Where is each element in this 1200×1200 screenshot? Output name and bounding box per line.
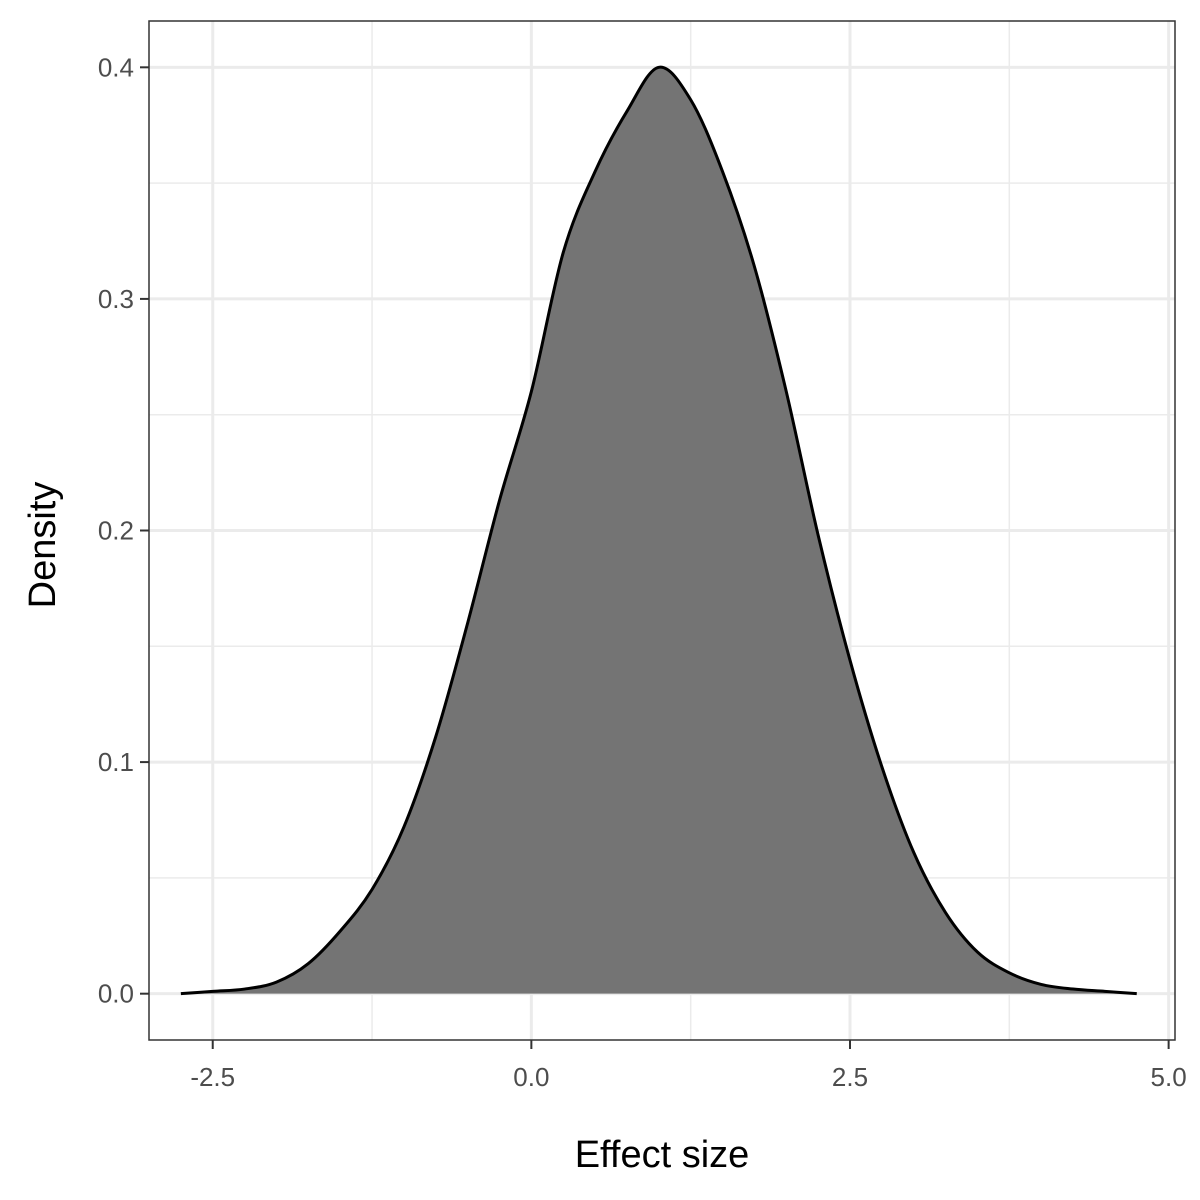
x-tick-label: 0.0 xyxy=(513,1062,549,1092)
y-tick-label: 0.4 xyxy=(98,52,134,82)
y-tick-label: 0.1 xyxy=(98,747,134,777)
density-line xyxy=(180,65,1137,996)
x-tick-label: -2.5 xyxy=(190,1062,235,1092)
y-tick-label: 0.0 xyxy=(98,979,134,1009)
y-tick-label: 0.3 xyxy=(98,284,134,314)
x-tick-label: 5.0 xyxy=(1151,1062,1187,1092)
x-axis-ticks: -2.5 0.0 2.5 5.0 xyxy=(190,1040,1187,1092)
density-area xyxy=(180,67,1137,994)
x-axis-title: Effect size xyxy=(575,1134,750,1176)
y-axis-ticks: 0.0 0.1 0.2 0.3 0.4 xyxy=(98,52,149,1009)
y-tick-label: 0.2 xyxy=(98,516,134,546)
y-axis-title: Density xyxy=(22,482,64,609)
x-tick-label: 2.5 xyxy=(832,1062,868,1092)
